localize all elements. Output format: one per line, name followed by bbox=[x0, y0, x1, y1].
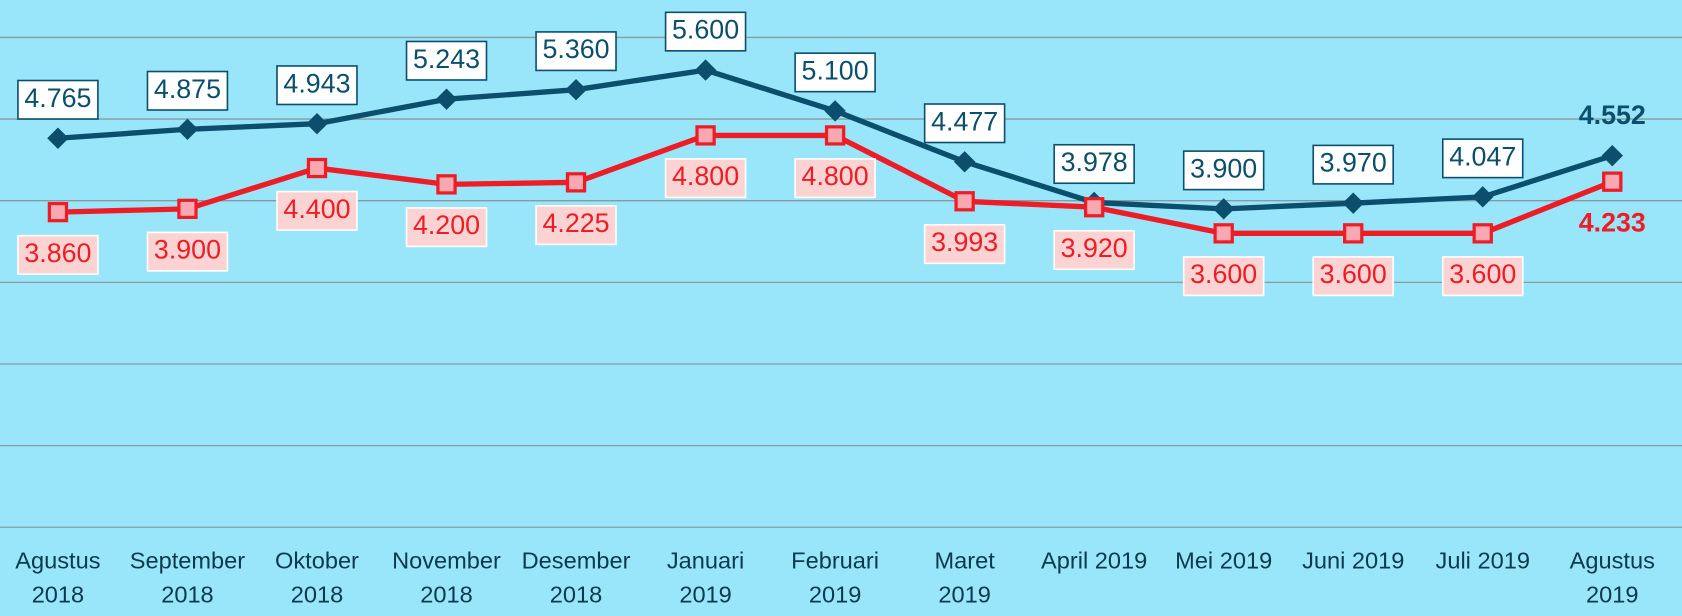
value-label: 4.943 bbox=[283, 68, 350, 98]
page: {"chart_data": {"type": "line", "categor… bbox=[0, 0, 1682, 616]
value-label: 4.800 bbox=[802, 161, 869, 191]
marker bbox=[49, 204, 66, 221]
value-label: 4.400 bbox=[283, 194, 350, 224]
value-label: 4.875 bbox=[154, 74, 221, 104]
marker bbox=[1474, 225, 1491, 242]
value-label: 4.225 bbox=[542, 208, 609, 238]
value-label: 4.765 bbox=[24, 83, 91, 113]
value-label: 3.600 bbox=[1190, 259, 1257, 289]
marker bbox=[1086, 199, 1103, 216]
marker bbox=[1604, 173, 1621, 190]
marker bbox=[956, 193, 973, 210]
value-label: 3.920 bbox=[1061, 233, 1128, 263]
value-label: 5.243 bbox=[413, 44, 480, 74]
value-label: 4.800 bbox=[672, 161, 739, 191]
value-label: 5.360 bbox=[542, 34, 609, 64]
marker bbox=[179, 200, 196, 217]
marker bbox=[1345, 225, 1362, 242]
marker bbox=[567, 174, 584, 191]
value-label: 3.600 bbox=[1320, 259, 1387, 289]
value-label: 3.978 bbox=[1061, 147, 1128, 177]
value-label: 3.600 bbox=[1449, 259, 1516, 289]
value-label: 5.600 bbox=[672, 15, 739, 45]
value-label: 4.233 bbox=[1579, 208, 1646, 238]
value-label: 4.200 bbox=[413, 210, 480, 240]
x-tick-label: Juli 2019 bbox=[1436, 548, 1530, 574]
value-label: 5.100 bbox=[802, 56, 869, 86]
value-label: 3.900 bbox=[154, 235, 221, 265]
value-label: 3.860 bbox=[24, 238, 91, 268]
x-tick-label: April 2019 bbox=[1041, 548, 1147, 574]
marker bbox=[827, 127, 844, 144]
marker bbox=[438, 176, 455, 193]
marker bbox=[1215, 225, 1232, 242]
marker bbox=[697, 127, 714, 144]
x-tick-label: Mei 2019 bbox=[1175, 548, 1272, 574]
marker bbox=[308, 159, 325, 176]
x-tick-label: Juni 2019 bbox=[1302, 548, 1404, 574]
value-label: 3.993 bbox=[931, 227, 998, 257]
value-label: 4.477 bbox=[931, 106, 998, 136]
value-label: 4.552 bbox=[1579, 100, 1646, 130]
value-label: 3.970 bbox=[1320, 148, 1387, 178]
value-label: 4.047 bbox=[1449, 141, 1516, 171]
value-label: 3.900 bbox=[1190, 153, 1257, 183]
chart: Agustus2018September2018Oktober2018Novem… bbox=[0, 0, 1682, 616]
